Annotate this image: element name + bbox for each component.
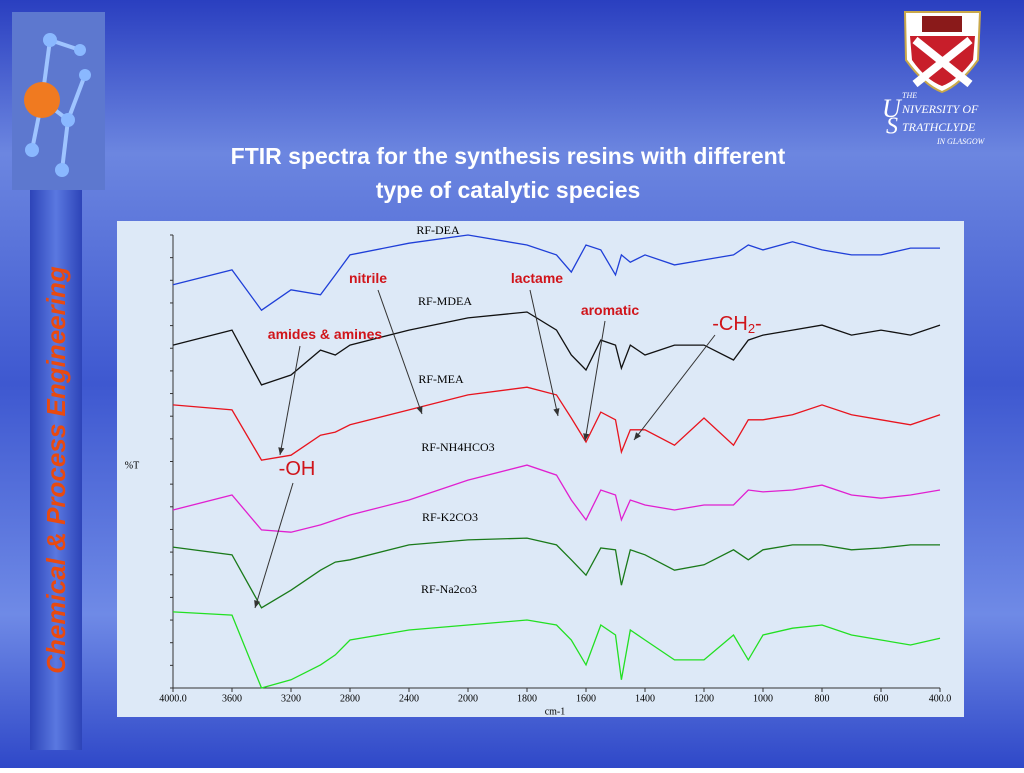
x-tick-label: 600 [874, 693, 889, 704]
annotation: lactame [511, 270, 563, 286]
arrow-head [553, 408, 560, 416]
x-tick-label: 1600 [576, 693, 596, 704]
x-tick-label: 1200 [694, 693, 714, 704]
logo [903, 11, 982, 94]
spectrum-line [172, 464, 941, 533]
title: type of catalytic species [376, 177, 641, 203]
spectrum-line [172, 311, 941, 386]
logo-text: IN GLASGOW [936, 137, 986, 146]
annotation-arrow [254, 482, 294, 609]
x-tick-label: 2400 [399, 693, 419, 704]
x-tick-label: 800 [815, 693, 830, 704]
x-axis-label: cm-1 [545, 706, 566, 717]
spectrum-line [172, 537, 940, 609]
spectrum-line [172, 611, 941, 689]
series-label: RF-Na2co3 [421, 582, 477, 596]
x-tick-label: 1800 [517, 693, 537, 704]
annotation-text: -CH [712, 313, 748, 335]
series-label: RF-K2CO3 [422, 510, 478, 524]
arrow-head [278, 447, 285, 455]
spectrum-line [172, 234, 940, 312]
logo-text: NIVERSITY OF [901, 102, 979, 116]
sidebar-text: Chemical & Process Engineering [41, 266, 71, 674]
annotation: -OH [279, 458, 316, 480]
series-label: RF-MEA [418, 372, 464, 386]
x-tick-label: 1000 [753, 693, 773, 704]
annotation: amides & amines [268, 326, 383, 342]
x-tick-label: 2800 [340, 693, 360, 704]
logo-text: TRATHCLYDE [902, 120, 976, 134]
x-tick-label: 400.0 [929, 693, 952, 704]
annotation: nitrile [349, 270, 387, 286]
series-label: RF-MDEA [418, 294, 472, 308]
x-tick-label: 3600 [222, 693, 242, 704]
arrow-head [583, 433, 590, 441]
logo-text: S [886, 114, 898, 140]
annotation-arrow [584, 320, 606, 442]
annotation-text: aromatic [581, 302, 640, 318]
series-label: RF-DEA [416, 223, 460, 237]
arrow-head [254, 600, 261, 608]
x-tick-label: 1400 [635, 693, 655, 704]
arrow-head [634, 432, 641, 440]
annotation: aromatic [581, 302, 640, 318]
logo-text: THE [902, 91, 917, 100]
title: FTIR spectra for the synthesis resins wi… [231, 143, 786, 169]
annotation-text: nitrile [349, 270, 387, 286]
logo-text: U [882, 94, 903, 123]
series-label: RF-NH4HCO3 [421, 440, 494, 454]
annotation-text: amides & amines [268, 326, 383, 342]
x-tick-label: 2000 [458, 693, 478, 704]
molecule-icon [24, 33, 91, 177]
annotation-arrow [633, 334, 716, 441]
annotation-subscript: 2 [748, 321, 755, 336]
x-tick-label: 3200 [281, 693, 301, 704]
x-tick-label: 4000.0 [159, 693, 187, 704]
annotation: -CH2- [712, 313, 761, 336]
annotation-arrow [529, 289, 559, 417]
annotation-arrow [279, 345, 301, 456]
spectrum-line [172, 386, 941, 461]
annotation-arrow [377, 289, 423, 415]
y-axis-label: %T [125, 460, 139, 471]
sidebar-strip [30, 190, 82, 750]
annotation-text: -OH [279, 458, 316, 480]
annotation-suffix: - [755, 313, 762, 335]
annotation-text: lactame [511, 270, 563, 286]
arrow-head [416, 406, 423, 414]
